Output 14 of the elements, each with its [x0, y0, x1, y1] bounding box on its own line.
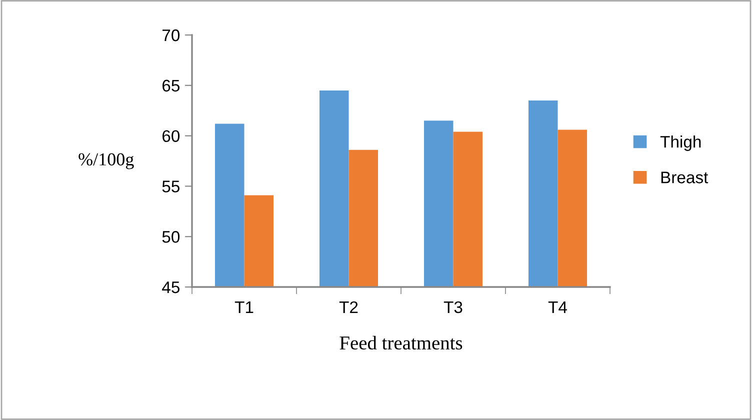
y-axis-title: %/100g [78, 153, 134, 170]
legend-label: Breast [661, 172, 708, 184]
x-tick-label: T2 [339, 301, 358, 313]
y-tick-label: 50 [162, 231, 180, 243]
y-tick-label: 45 [162, 282, 180, 294]
x-tick-label: T4 [548, 302, 567, 313]
y-tick-label: 55 [162, 180, 180, 192]
x-tick-label: T1 [234, 302, 254, 313]
y-tick-label: 60 [162, 130, 180, 142]
y-tick-label: 65 [162, 80, 180, 92]
x-tick-label: T3 [444, 301, 462, 314]
y-tick-label: 70 [162, 29, 180, 42]
x-axis-title: Feed treatments [340, 336, 462, 350]
legend-label: Thigh [660, 135, 701, 151]
